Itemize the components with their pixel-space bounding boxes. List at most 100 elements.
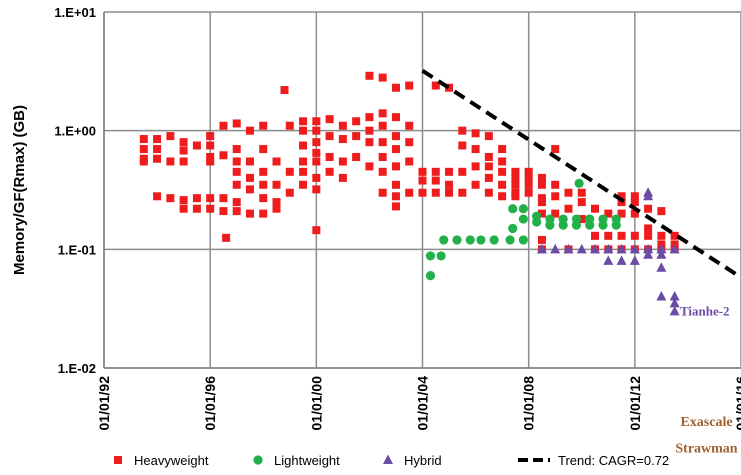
heavyweight-point — [577, 198, 586, 207]
heavyweight-point — [405, 138, 414, 147]
heavyweight-point — [551, 209, 560, 218]
heavyweight-point — [299, 180, 308, 189]
hybrid-point — [669, 297, 680, 308]
heavyweight-point — [617, 231, 626, 240]
heavyweight-point — [153, 135, 162, 144]
heavyweight-point — [299, 141, 308, 150]
heavyweight-point — [312, 138, 321, 147]
heavyweight-point — [166, 194, 175, 203]
heavyweight-point — [405, 81, 414, 90]
lightweight-point — [571, 220, 582, 230]
x-tick-label: 01/01/16 — [733, 376, 741, 431]
heavyweight-point — [511, 173, 520, 182]
lightweight-point — [452, 235, 462, 245]
hybrid-point — [656, 249, 667, 259]
heavyweight-point — [299, 126, 308, 135]
heavyweight-point — [259, 145, 268, 154]
heavyweight-point — [232, 157, 241, 166]
heavyweight-point — [537, 180, 546, 189]
heavyweight-point — [378, 188, 387, 197]
heavyweight-point — [299, 117, 308, 126]
heavyweight-point — [206, 132, 215, 141]
heavyweight-point — [630, 231, 639, 240]
heavyweight-point — [405, 157, 414, 166]
heavyweight-point — [192, 194, 201, 203]
heavyweight-point — [179, 204, 188, 213]
x-tick-label: 01/01/08 — [521, 376, 537, 431]
heavyweight-point — [391, 202, 400, 211]
heavyweight-point — [312, 226, 321, 235]
heavyweight-point — [259, 194, 268, 203]
heavyweight-point — [338, 135, 347, 144]
lightweight-point — [489, 235, 499, 245]
heavyweight-point — [431, 81, 440, 90]
heavyweight-point — [391, 83, 400, 92]
lightweight-point — [518, 235, 528, 245]
data-marks — [139, 71, 680, 316]
heavyweight-point — [498, 167, 507, 176]
heavyweight-point — [537, 209, 546, 218]
heavyweight-point — [445, 83, 454, 92]
series-heavyweight — [139, 71, 679, 254]
heavyweight-point — [219, 207, 228, 216]
heavyweight-point — [139, 135, 148, 144]
heavyweight-point — [206, 194, 215, 203]
lightweight-point — [465, 235, 475, 245]
heavyweight-point — [431, 176, 440, 185]
heavyweight-point — [418, 188, 427, 197]
legend: Heavyweight Lightweight Hybrid Trend: CAGR=… — [114, 453, 669, 468]
y-tick-label: 1.E-01 — [58, 242, 96, 257]
heavyweight-point — [166, 157, 175, 166]
heavyweight-point — [219, 151, 228, 160]
heavyweight-point — [232, 180, 241, 189]
heavyweight-point — [484, 188, 493, 197]
heavyweight-point — [657, 207, 666, 216]
heavyweight-point — [272, 198, 281, 207]
hybrid-point — [656, 243, 667, 254]
heavyweight-point — [418, 176, 427, 185]
heavyweight-point — [591, 204, 600, 213]
lightweight-point — [425, 251, 436, 261]
legend-label-lightweight: Lightweight — [274, 453, 340, 468]
annotations: Tianhe-2 Exascale Strawman — [675, 303, 737, 456]
heavyweight-point — [285, 167, 294, 176]
hybrid-point — [590, 243, 601, 254]
heavyweight-point — [312, 148, 321, 157]
heavyweight-point — [139, 157, 148, 166]
heavyweight-point — [418, 167, 427, 176]
heavyweight-point — [232, 119, 241, 128]
annotation-tianhe-2: Tianhe-2 — [680, 303, 730, 318]
heavyweight-point — [179, 146, 188, 155]
heavyweight-point — [206, 157, 215, 166]
heavyweight-point — [604, 231, 613, 240]
heavyweight-point — [365, 138, 374, 147]
heavyweight-point — [312, 126, 321, 135]
heavyweight-point — [222, 233, 231, 242]
legend-marker-hybrid — [383, 454, 393, 464]
heavyweight-point — [630, 198, 639, 207]
hybrid-point — [629, 255, 640, 265]
legend-marker-heavyweight — [114, 456, 122, 464]
heavyweight-point — [378, 73, 387, 82]
y-tick-label: 1.E+01 — [54, 5, 96, 20]
heavyweight-point — [484, 132, 493, 141]
hybrid-point — [563, 243, 574, 254]
heavyweight-point — [153, 145, 162, 154]
heavyweight-point — [644, 204, 653, 213]
heavyweight-point — [498, 145, 507, 154]
hybrid-point — [643, 243, 654, 254]
x-tick-label: 01/01/04 — [415, 376, 431, 431]
heavyweight-point — [524, 188, 533, 197]
heavyweight-point — [245, 209, 254, 218]
annotation-exascale-strawman: Strawman — [675, 441, 737, 456]
heavyweight-point — [537, 235, 546, 244]
y-axis-label: Memory/GF(Rmax) (GB) — [11, 105, 28, 275]
heavyweight-point — [312, 117, 321, 126]
y-tick-labels: 1.E+01 1.E+00 1.E-01 1.E-02 — [54, 5, 96, 376]
legend-label-hybrid: Hybrid — [404, 453, 442, 468]
heavyweight-point — [498, 192, 507, 201]
heavyweight-point — [166, 132, 175, 141]
heavyweight-point — [498, 180, 507, 189]
heavyweight-point — [325, 167, 334, 176]
heavyweight-point — [338, 157, 347, 166]
